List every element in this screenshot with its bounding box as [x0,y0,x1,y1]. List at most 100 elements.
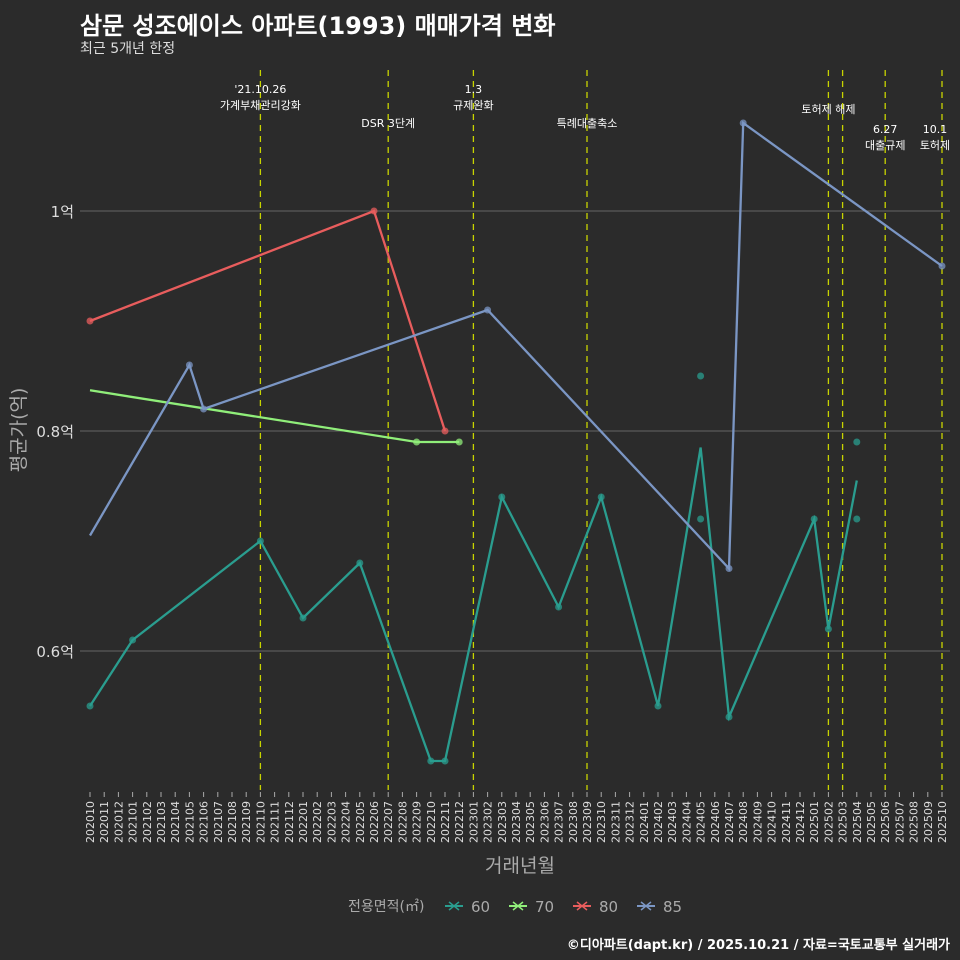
data-point-60 [853,515,861,523]
data-point-80 [86,317,94,325]
data-point-60 [853,438,861,446]
x-tick-label: 202010 [84,801,97,843]
x-tick-label: 202303 [496,801,509,843]
x-tick-label: 202206 [368,801,381,843]
x-tick-label: 202510 [936,801,949,843]
x-tick-label: 202204 [340,801,353,843]
y-tick-label: 0.6억 [36,643,74,661]
data-point-60 [654,702,662,710]
x-tick-label: 202211 [439,801,452,843]
x-tick-label: 202501 [808,801,821,843]
x-tick-label: 202505 [865,801,878,843]
event-label: 토허제 해제 [801,102,855,116]
event-label: 10.1 [923,123,948,136]
x-tick-label: 202107 [212,801,225,843]
data-point-60 [810,515,818,523]
data-point-60 [256,537,264,545]
data-point-85 [200,405,208,413]
x-tick-label: 202105 [183,801,196,843]
data-point-60 [555,603,563,611]
event-label: 대출규제 [865,139,905,152]
x-tick-label: 202503 [837,801,850,843]
x-tick-label: 202202 [311,801,324,843]
x-tick-label: 202212 [453,801,466,843]
data-point-85 [938,262,946,270]
x-tick-label: 202111 [269,801,282,843]
data-point-60 [427,757,435,765]
x-tick-label: 202405 [695,801,708,843]
series-line-85 [89,120,943,572]
x-tick-label: 202404 [680,801,693,843]
caption: ©디아파트(dapt.kr) / 2025.10.21 / 자료=국토교통부 실… [566,938,950,953]
legend-label-80: 80 [599,898,618,916]
x-tick-label: 202411 [780,801,793,843]
x-tick-label: 202011 [98,801,111,843]
data-point-60 [129,636,137,644]
data-point-60 [597,493,605,501]
x-tick-label: 202109 [240,801,253,843]
x-tick-label: 202102 [141,801,154,843]
event-label: 6.27 [873,123,898,136]
x-tick-label: 202110 [254,801,267,843]
y-tick-label: 0.8억 [36,423,74,441]
data-point-60 [86,702,94,710]
x-tick-label: 202305 [524,801,537,843]
x-tick-label: 202101 [127,801,140,843]
x-tick-label: 202205 [354,801,367,843]
x-tick-label: 202407 [723,801,736,843]
data-point-85 [185,361,193,369]
data-point-70 [455,438,463,446]
legend-title: 전용면적(㎡) [348,899,424,915]
x-tick-label: 202108 [226,801,239,843]
event-label: 규제완화 [453,99,493,112]
event-label: '21.10.26 [234,83,286,96]
x-tick-label: 202310 [595,801,608,843]
x-tick-label: 202302 [482,801,495,843]
chart-title: 삼문 성조에이스 아파트(1993) 매매가격 변화 [80,12,556,40]
x-tick-label: 202304 [510,801,523,843]
x-tick-label: 202508 [908,801,921,843]
legend-cross-icon-70 [512,901,524,911]
data-point-60 [725,713,733,721]
legend-cross-icon-80 [576,901,588,911]
x-tick-label: 202308 [567,801,580,843]
event-label: 토허제 [920,139,950,152]
y-axis-title: 평균가(억) [8,388,30,473]
x-tick-label: 202402 [652,801,665,843]
legend-cross-icon-60 [448,901,460,911]
x-tick-label: 202506 [879,801,892,843]
data-point-60 [697,515,705,523]
series-line-70 [89,389,460,444]
data-point-60 [356,559,364,567]
legend-label-60: 60 [471,898,490,916]
x-tick-label: 202311 [609,801,622,843]
legend-label-85: 85 [663,898,682,916]
x-tick-label: 202507 [893,801,906,843]
data-point-60 [697,372,705,380]
x-tick-label: 202412 [794,801,807,843]
data-point-85 [484,306,492,314]
x-tick-label: 202209 [411,801,424,843]
x-tick-label: 202312 [624,801,637,843]
x-tick-label: 202103 [155,801,168,843]
x-tick-label: 202210 [425,801,438,843]
event-label: 특례대출축소 [557,117,618,130]
x-tick-label: 202106 [198,801,211,843]
x-tick-label: 202208 [396,801,409,843]
x-tick-label: 202104 [169,801,182,843]
data-point-60 [441,757,449,765]
x-tick-label: 202406 [709,801,722,843]
x-tick-label: 202307 [553,801,566,843]
data-point-85 [739,119,747,127]
x-tick-label: 202201 [297,801,310,843]
data-point-60 [824,625,832,633]
event-label: 가계부채관리강화 [220,99,301,112]
x-tick-label: 202012 [112,801,125,843]
x-tick-label: 202403 [666,801,679,843]
chart-subtitle: 최근 5개년 한정 [80,41,176,57]
event-label: 1.3 [465,83,483,96]
x-tick-label: 202504 [851,801,864,843]
data-point-70 [413,438,421,446]
data-point-60 [299,614,307,622]
